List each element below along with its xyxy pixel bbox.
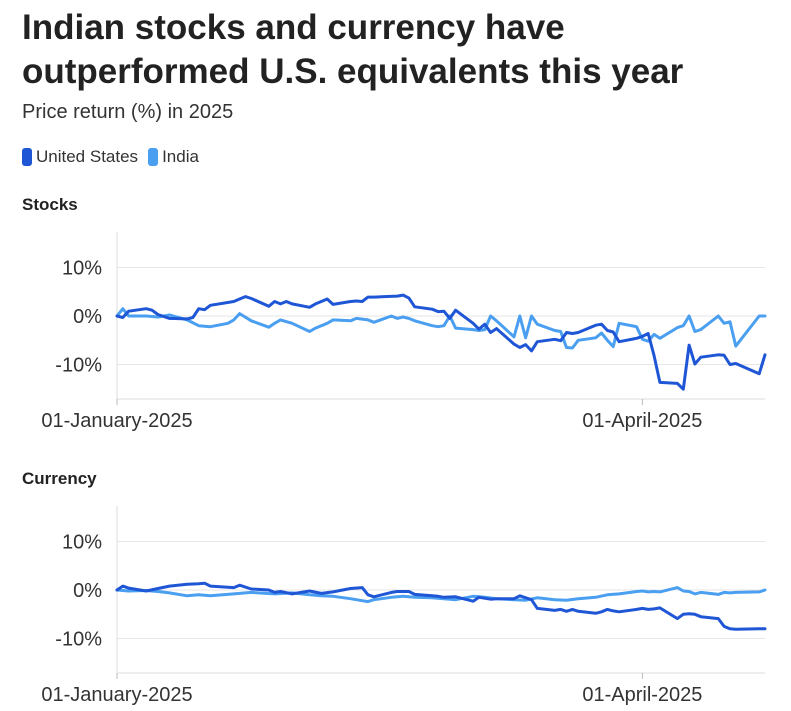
legend-item-united-states: United States <box>22 147 138 167</box>
series-line-india <box>115 307 767 350</box>
panel-title-currency: Currency <box>22 469 97 488</box>
x-tick-label: 01-January-2025 <box>41 410 192 432</box>
legend-swatch-united-states <box>22 148 32 166</box>
series-line-united-states <box>115 581 767 631</box>
chart-title: Indian stocks and currency have outperfo… <box>22 8 684 91</box>
series-line-united-states <box>115 293 767 391</box>
legend: United States India <box>22 147 209 167</box>
y-tick-label: -10% <box>55 629 102 651</box>
x-tick-label: 01-April-2025 <box>582 410 702 432</box>
panel-title-stocks: Stocks <box>22 195 78 214</box>
y-tick-label: -10% <box>55 355 102 377</box>
legend-item-india: India <box>148 147 199 167</box>
stocks-chart: 10% 0% -10% 01-January-2025 01-April-2025 <box>41 232 767 432</box>
y-tick-label: 10% <box>62 258 102 280</box>
y-tick-label: 10% <box>62 532 102 554</box>
y-tick-label: 0% <box>73 580 102 602</box>
legend-label-india: India <box>162 147 199 166</box>
y-tick-label: 0% <box>73 306 102 328</box>
x-tick-label: 01-January-2025 <box>41 684 192 706</box>
legend-label-united-states: United States <box>36 147 139 166</box>
chart-subtitle: Price return (%) in 2025 <box>22 101 234 123</box>
x-tick-label: 01-April-2025 <box>582 684 702 706</box>
legend-swatch-india <box>148 148 159 166</box>
currency-chart: 10% 0% -10% 01-January-2025 01-April-2025 <box>41 506 767 706</box>
